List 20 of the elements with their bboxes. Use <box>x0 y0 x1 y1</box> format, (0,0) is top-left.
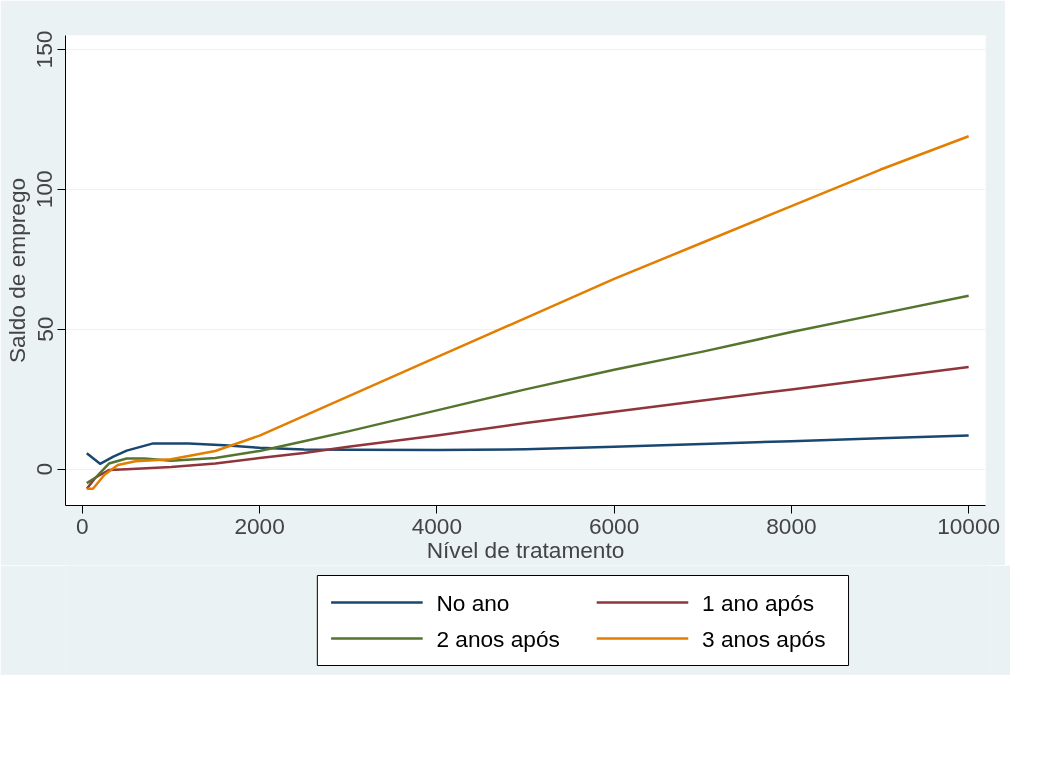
x-axis-title: Nível de tratamento <box>426 536 625 563</box>
x-tick-label: 8000 <box>766 512 817 539</box>
x-tick-label: 0 <box>76 512 89 539</box>
line-series <box>85 294 970 485</box>
y-tick-label: 0 <box>31 462 58 476</box>
legend-label: 1 ano após <box>702 589 815 616</box>
x-tick-label: 10000 <box>937 512 1001 539</box>
legend-label: 2 anos após <box>436 625 560 652</box>
legend-label: No ano <box>436 589 510 616</box>
line-series <box>85 365 970 490</box>
line-series <box>85 434 970 466</box>
y-tick-label: 100 <box>31 170 58 209</box>
line-series <box>85 134 970 490</box>
y-axis-title: Saldo de emprego <box>3 177 30 364</box>
y-tick-label: 50 <box>31 316 58 342</box>
legend-label: 3 anos após <box>702 625 826 652</box>
x-tick-label: 4000 <box>411 512 463 539</box>
x-tick-label: 2000 <box>234 512 285 539</box>
y-tick-label: 150 <box>31 30 58 69</box>
x-tick-label: 6000 <box>588 512 640 539</box>
